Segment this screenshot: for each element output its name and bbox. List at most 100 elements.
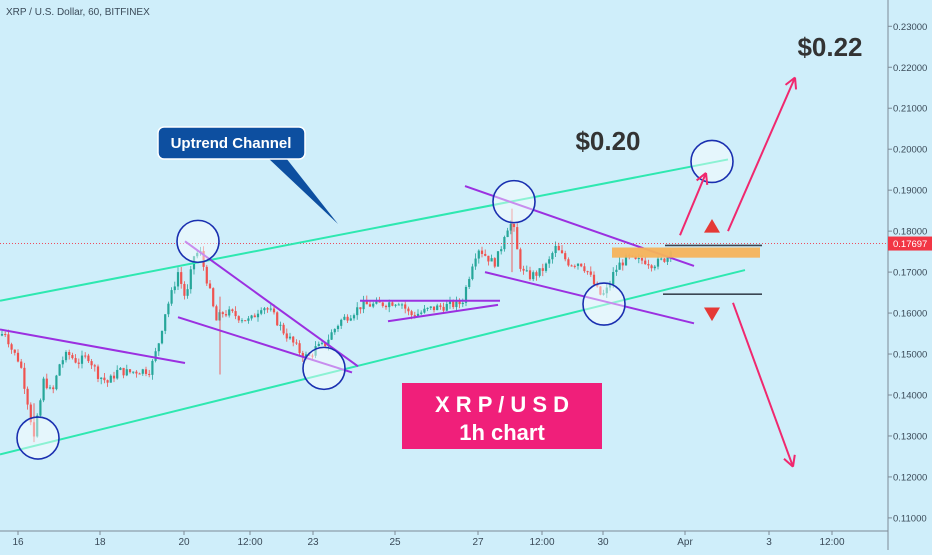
candle-down — [237, 316, 240, 321]
candle-down — [452, 301, 455, 308]
candle-down — [535, 272, 538, 276]
price-tick-label: 0.18000 — [893, 227, 927, 238]
candle-up — [116, 369, 119, 379]
candle-down — [640, 258, 644, 261]
candle-up — [429, 306, 432, 308]
time-axis[interactable]: 16 18 20 12:00 23 25 27 12:00 30 Apr 3 12:00 — [0, 530, 888, 548]
candle-up — [554, 245, 557, 254]
candle-up — [474, 258, 477, 267]
candle-up — [327, 339, 330, 347]
candle-down — [52, 387, 55, 390]
projection-arrow — [679, 172, 707, 236]
candle-down — [93, 365, 96, 367]
candle-up — [477, 250, 480, 259]
candle-up — [39, 400, 42, 416]
candle-down — [112, 375, 116, 379]
time-tick-label: 23 — [307, 537, 319, 548]
candle-up — [605, 287, 608, 294]
candle-down — [148, 373, 151, 375]
candle-up — [189, 269, 192, 290]
candle-down — [103, 377, 106, 381]
candle-down — [205, 266, 208, 284]
candle-up — [228, 309, 231, 316]
candle-up — [317, 343, 320, 347]
candle-up — [260, 310, 263, 314]
candle-down — [231, 309, 234, 312]
candle-down — [410, 311, 413, 316]
candle-down — [311, 355, 314, 357]
arrow-head — [696, 172, 707, 182]
candle-down — [276, 312, 279, 326]
candle-down — [183, 283, 186, 296]
candle-up — [551, 253, 554, 260]
candle-up — [445, 303, 448, 311]
candle-up — [420, 312, 423, 314]
price-tick-label: 0.16000 — [893, 309, 927, 320]
candle-up — [173, 286, 176, 291]
price-axis[interactable]: 0.23000 0.22000 0.21000 0.20000 0.19000 0.180… — [887, 0, 932, 550]
symbol-title: XRP / U.S. Dollar, 60, BITFINEX — [6, 7, 150, 18]
highlight-circle — [302, 346, 346, 391]
candle-down — [589, 271, 592, 275]
time-tick-label: 20 — [178, 537, 190, 548]
candle-down — [282, 324, 285, 334]
candle-up — [394, 304, 397, 306]
annotations-layer — [16, 76, 798, 468]
candle-up — [80, 355, 84, 364]
candle-down — [208, 283, 212, 289]
candle-down — [381, 302, 384, 306]
candle-up — [416, 313, 420, 317]
candle-down — [23, 367, 26, 389]
candle-down — [516, 227, 519, 250]
pattern-trendline — [177, 316, 353, 374]
candle-down — [292, 336, 295, 343]
candle-down — [84, 355, 87, 357]
pattern-trendline — [387, 303, 499, 323]
candle-up — [471, 266, 474, 280]
candle-up — [602, 293, 605, 295]
candle-up — [141, 369, 144, 374]
candle-down — [384, 305, 388, 308]
price-tick-label: 0.19000 — [893, 186, 927, 197]
candle-down — [301, 352, 304, 358]
candle-up — [333, 329, 336, 333]
candle-up — [544, 263, 548, 271]
price-tick-label: 0.11000 — [893, 513, 927, 524]
candle-down — [144, 369, 148, 374]
candle-up — [36, 415, 39, 437]
candle-up — [58, 364, 61, 376]
time-tick-label: 12:00 — [819, 537, 844, 548]
candle-up — [314, 346, 317, 356]
candle-down — [580, 263, 583, 267]
candle-down — [135, 371, 138, 374]
candle-down — [359, 307, 362, 310]
candle-down — [224, 314, 228, 316]
arrow-head — [792, 454, 796, 467]
candle-down — [74, 358, 77, 363]
candle-up — [506, 230, 509, 238]
candle-down — [528, 270, 532, 280]
candle-down — [368, 304, 372, 307]
candle-up — [154, 351, 157, 361]
highlight-circle — [690, 139, 734, 184]
candle-down — [68, 351, 71, 356]
candle-up — [372, 303, 375, 307]
candle-down — [512, 223, 516, 228]
candle-down — [122, 367, 125, 376]
candle-down — [215, 306, 218, 321]
arrow-head — [783, 458, 794, 468]
candle-down — [253, 315, 256, 318]
bearish-marker — [704, 307, 720, 322]
candle-down — [442, 306, 445, 311]
callout-pointer — [268, 158, 338, 224]
candle-up — [455, 300, 458, 308]
highlight-circle — [16, 416, 60, 460]
candle-up — [157, 343, 160, 352]
candle-down — [96, 366, 100, 379]
time-tick-label: 25 — [389, 537, 401, 548]
candle-down — [298, 343, 301, 353]
candle-up — [263, 308, 266, 311]
